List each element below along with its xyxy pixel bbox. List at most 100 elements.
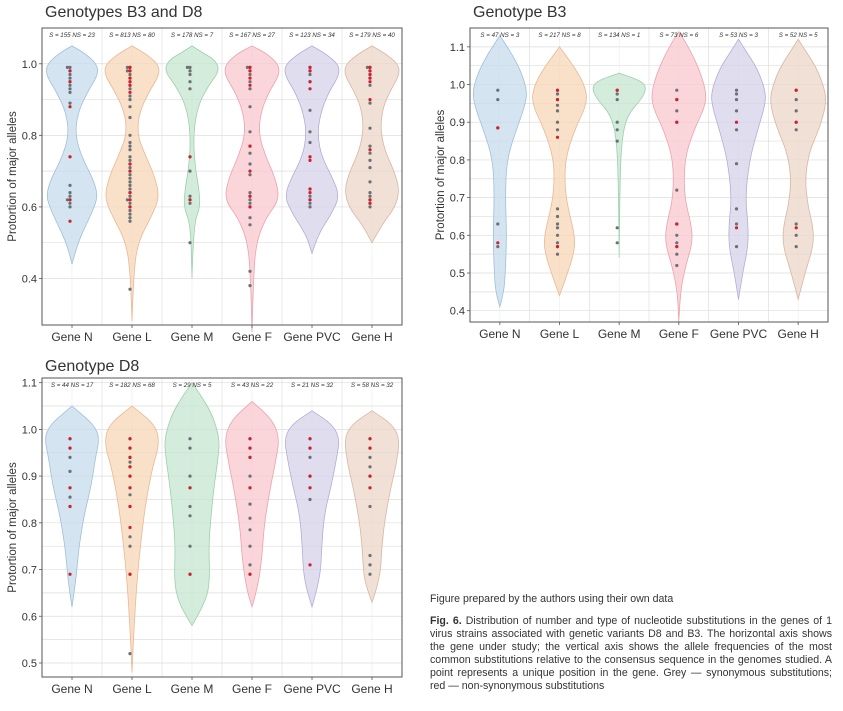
- plot-frame: [469, 27, 829, 323]
- data-point-synonymous: [615, 139, 619, 143]
- data-point-synonymous: [128, 208, 132, 213]
- data-point-synonymous: [734, 109, 739, 113]
- substitution-count-label: S = 134 NS = 1: [598, 32, 640, 39]
- data-point-non-synonymous: [308, 65, 312, 69]
- data-point-synonymous: [308, 194, 312, 198]
- chart-panel-2: S = 47 NS = 3 S = 217 NS = 8 S = 134 NS = …: [435, 27, 829, 341]
- y-tick-label: 1.0: [22, 424, 37, 436]
- data-point-synonymous: [555, 128, 560, 132]
- data-point-non-synonymous: [308, 69, 312, 73]
- data-point-non-synonymous: [368, 201, 372, 205]
- data-point-non-synonymous: [68, 155, 72, 159]
- data-point-synonymous: [68, 495, 72, 499]
- data-point-synonymous: [368, 83, 372, 87]
- data-point-synonymous: [68, 469, 72, 473]
- data-point-non-synonymous: [128, 465, 132, 469]
- data-point-non-synonymous: [128, 80, 132, 84]
- data-point-non-synonymous: [188, 155, 192, 159]
- substitution-count-label: S = 217 NS = 8: [538, 32, 581, 39]
- y-tick-label: 0.5: [450, 268, 465, 280]
- data-point-non-synonymous: [734, 120, 739, 124]
- data-point-non-synonymous: [128, 525, 132, 530]
- data-point-non-synonymous: [128, 504, 132, 509]
- data-point-synonymous: [308, 455, 312, 459]
- violin-gene-n: [45, 405, 99, 607]
- violin-gene-h: [770, 38, 827, 301]
- data-point-synonymous: [68, 201, 72, 205]
- data-point-non-synonymous: [308, 198, 312, 202]
- data-point-synonymous: [794, 128, 798, 132]
- data-point-synonymous: [248, 544, 252, 548]
- data-point-synonymous: [128, 87, 132, 91]
- y-tick-label: 0.7: [450, 193, 465, 205]
- data-point-synonymous: [555, 92, 560, 96]
- data-point-synonymous: [128, 72, 132, 77]
- data-point-synonymous: [248, 216, 252, 220]
- data-point-non-synonymous: [248, 572, 252, 576]
- data-point-non-synonymous: [68, 198, 72, 202]
- data-point-synonymous: [125, 65, 129, 69]
- substitution-count-label: S = 182 NS = 68: [109, 382, 155, 389]
- data-point-non-synonymous: [368, 80, 372, 84]
- data-point-non-synonymous: [68, 486, 72, 490]
- data-point-synonymous: [555, 222, 560, 226]
- x-tick-label: Gene PVC: [283, 330, 341, 344]
- data-point-synonymous: [615, 92, 619, 96]
- data-point-synonymous: [128, 173, 132, 177]
- data-point-synonymous: [68, 183, 72, 187]
- data-point-non-synonymous: [308, 563, 312, 567]
- data-point-non-synonymous: [308, 187, 312, 191]
- x-tick-label: Gene M: [171, 682, 214, 696]
- data-point-synonymous: [734, 162, 739, 166]
- substitution-count-label: S = 179 NS = 40: [349, 32, 395, 39]
- data-point-synonymous: [368, 101, 372, 105]
- data-point-synonymous: [188, 65, 192, 69]
- data-point-synonymous: [555, 241, 560, 245]
- data-point-synonymous: [308, 140, 312, 145]
- data-point-non-synonymous: [68, 219, 72, 223]
- data-point-non-synonymous: [368, 446, 372, 450]
- data-point-non-synonymous: [128, 486, 132, 490]
- plot-frame: [41, 27, 403, 326]
- data-point-non-synonymous: [308, 191, 312, 195]
- x-tick-label: Gene N: [479, 327, 520, 341]
- data-point-synonymous: [368, 151, 372, 155]
- data-point-non-synonymous: [794, 88, 798, 92]
- data-point-synonymous: [128, 187, 132, 191]
- data-point-non-synonymous: [248, 437, 252, 441]
- data-point-non-synonymous: [188, 486, 192, 490]
- y-tick-label: 0.9: [22, 471, 37, 483]
- y-tick-label: 0.8: [22, 518, 37, 530]
- data-point-synonymous: [368, 205, 372, 209]
- data-point-non-synonymous: [496, 241, 500, 245]
- data-point-synonymous: [68, 455, 72, 459]
- data-point-synonymous: [128, 148, 132, 152]
- substitution-count-label: S = 21 NS = 32: [291, 382, 334, 389]
- data-point-synonymous: [128, 652, 132, 656]
- data-point-non-synonymous: [128, 437, 132, 441]
- data-point-synonymous: [248, 151, 252, 155]
- x-tick-label: Gene M: [598, 327, 641, 341]
- data-point-synonymous: [368, 504, 372, 509]
- substitution-count-label: S = 53 NS = 3: [719, 32, 758, 39]
- data-point-synonymous: [368, 572, 372, 576]
- data-point-synonymous: [245, 65, 249, 69]
- data-point-synonymous: [248, 284, 252, 288]
- data-point-non-synonymous: [248, 144, 252, 148]
- data-point-non-synonymous: [248, 69, 252, 73]
- data-point-synonymous: [734, 88, 739, 92]
- data-point-synonymous: [68, 87, 72, 91]
- data-point-synonymous: [248, 223, 252, 227]
- violin-gene-m: [165, 45, 219, 279]
- data-point-synonymous: [248, 80, 252, 84]
- data-point-non-synonymous: [675, 245, 679, 249]
- data-point-synonymous: [128, 544, 132, 548]
- data-point-non-synonymous: [308, 446, 312, 450]
- data-point-non-synonymous: [794, 120, 798, 124]
- y-tick-label: 1.0: [450, 80, 465, 92]
- data-point-non-synonymous: [248, 455, 252, 459]
- figure-caption: Fig. 6. Distribution of number and type …: [430, 615, 832, 693]
- data-point-synonymous: [128, 144, 132, 148]
- substitution-count-label: S = 167 NS = 27: [229, 32, 275, 39]
